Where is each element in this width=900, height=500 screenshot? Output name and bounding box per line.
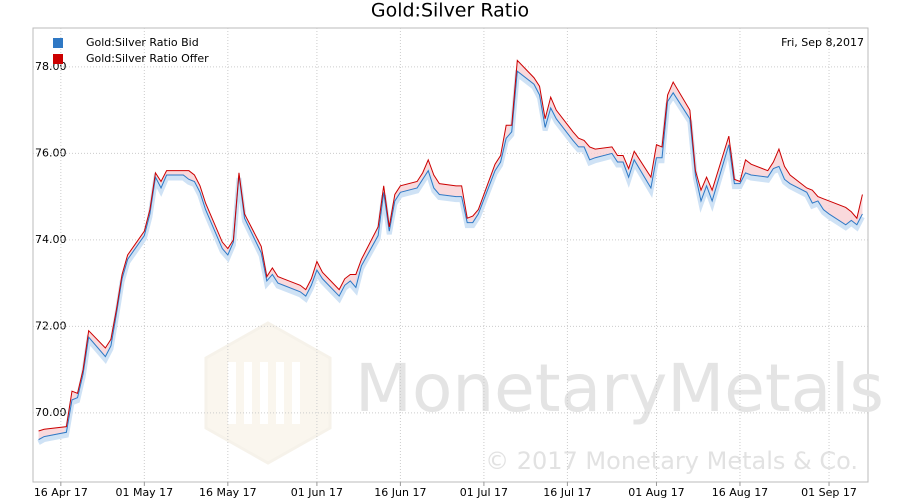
x-tick-label: 01 Jun 17 bbox=[291, 486, 343, 499]
series-line bbox=[38, 70, 863, 441]
y-tick-label: 70.00 bbox=[35, 406, 67, 419]
x-tick-label: 01 Jul 17 bbox=[460, 486, 508, 499]
x-tick-label: 16 Jun 17 bbox=[374, 486, 426, 499]
watermark-logo bbox=[204, 321, 332, 465]
y-tick-label: 72.00 bbox=[35, 319, 67, 332]
x-tick-label: 16 Aug 17 bbox=[712, 486, 768, 499]
watermark-copyright: © 2017 Monetary Metals & Co. bbox=[485, 447, 858, 475]
chart-title: Gold:Silver Ratio bbox=[371, 0, 529, 22]
x-tick-label: 01 May 17 bbox=[115, 486, 173, 499]
date-label: Fri, Sep 8,2017 bbox=[781, 36, 864, 49]
x-tick-label: 16 Apr 17 bbox=[34, 486, 88, 499]
x-tick-label: 01 Aug 17 bbox=[628, 486, 684, 499]
legend-label: Gold:Silver Ratio Offer bbox=[86, 52, 209, 65]
legend-swatch bbox=[53, 38, 63, 48]
y-tick-label: 76.00 bbox=[35, 146, 67, 159]
series-line bbox=[38, 59, 863, 432]
watermark: MonetaryMetals bbox=[355, 350, 884, 427]
x-tick-label: 16 Jul 17 bbox=[543, 486, 591, 499]
legend-label: Gold:Silver Ratio Bid bbox=[86, 36, 199, 49]
x-tick-label: 01 Sep 17 bbox=[801, 486, 857, 499]
legend-swatch bbox=[53, 54, 63, 64]
plot-frame bbox=[32, 27, 869, 483]
spread-band bbox=[38, 60, 863, 440]
x-tick-label: 16 May 17 bbox=[199, 486, 257, 499]
y-tick-label: 74.00 bbox=[35, 233, 67, 246]
